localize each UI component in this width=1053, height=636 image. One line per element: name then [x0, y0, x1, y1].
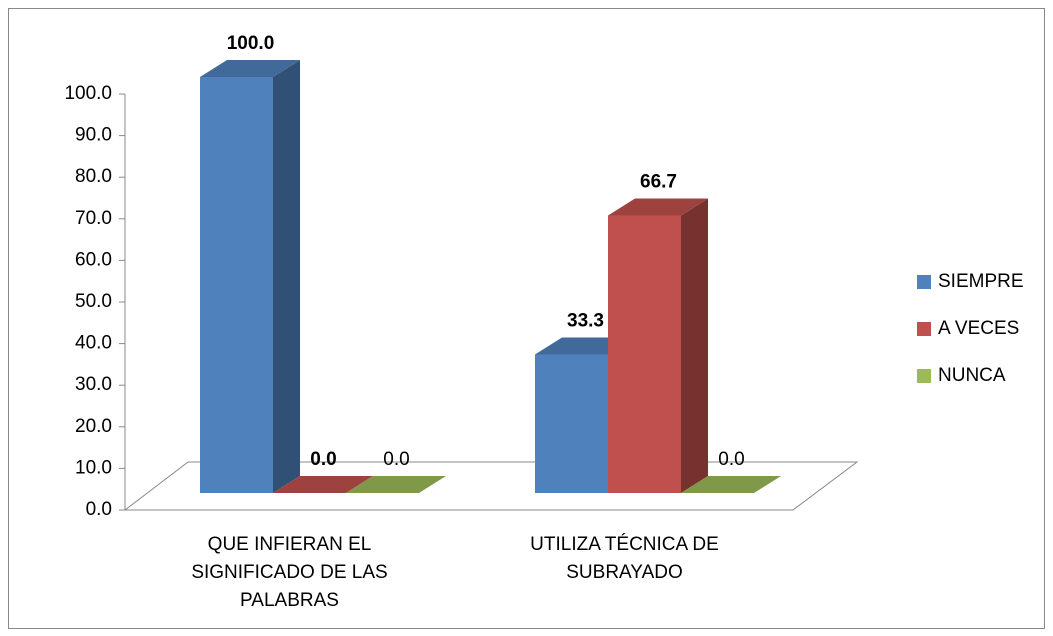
bar	[608, 215, 681, 493]
data-label: 33.3	[567, 310, 604, 331]
y-tick-label: 30.0	[75, 374, 112, 395]
x-tick-label: QUE INFIERAN EL	[208, 534, 372, 555]
floor	[123, 461, 859, 511]
data-label: 100.0	[227, 33, 275, 54]
x-tick-label: PALABRAS	[240, 590, 339, 611]
data-label: 0.0	[718, 449, 744, 470]
y-tick-label: 50.0	[75, 291, 112, 312]
bar-top	[200, 60, 300, 77]
bar	[200, 77, 273, 493]
bar-top	[346, 476, 446, 493]
x-tick-label: UTILIZA TÉCNICA DE	[530, 534, 719, 555]
x-tick-label: SIGNIFICADO DE LAS	[191, 562, 387, 583]
y-tick-label: 70.0	[75, 208, 112, 229]
y-tick-label: 40.0	[75, 333, 112, 354]
y-tick-label: 0.0	[86, 499, 112, 520]
legend-swatch	[917, 322, 931, 336]
bar-top	[681, 476, 781, 493]
bar-side	[681, 198, 708, 493]
y-tick-label: 10.0	[75, 457, 112, 478]
chart-border	[8, 8, 1045, 629]
legend-swatch	[917, 369, 931, 383]
data-label: 66.7	[640, 172, 677, 193]
y-tick-label: 100.0	[64, 83, 112, 104]
legend-label: A VECES	[938, 318, 1019, 339]
bar-top	[273, 476, 373, 493]
legend-swatch	[917, 275, 931, 289]
y-tick-label: 60.0	[75, 249, 112, 270]
data-label: 0.0	[383, 449, 409, 470]
bar	[535, 354, 608, 493]
legend-label: SIEMPRE	[938, 271, 1024, 292]
y-tick-label: 90.0	[75, 125, 112, 146]
y-tick-label: 80.0	[75, 166, 112, 187]
data-label: 0.0	[310, 449, 336, 470]
bar-side	[273, 60, 300, 493]
x-tick-label: SUBRAYADO	[566, 562, 683, 583]
bar-top	[608, 198, 708, 216]
legend-label: NUNCA	[938, 365, 1006, 386]
y-tick-label: 20.0	[75, 416, 112, 437]
